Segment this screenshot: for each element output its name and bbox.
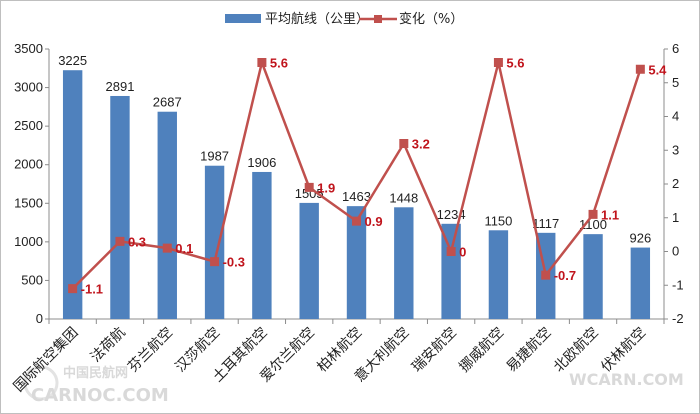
line-marker [68, 284, 78, 294]
line-value-label: -1.1 [81, 282, 103, 297]
watermark-carnoc-en: CARNOC.COM [31, 385, 169, 406]
right-tick-label: 0 [672, 244, 679, 259]
category-labels: 国际航空集团 法荷航芬兰航空汉莎航空土耳其航空爱尔兰航空柏林航空意大利航空瑞安航空… [10, 319, 665, 395]
line-value-label: 5.6 [270, 56, 288, 71]
line-value-label: 1.1 [601, 207, 619, 222]
bar [630, 247, 651, 319]
right-tick-label: -2 [672, 311, 684, 326]
line-value-label: -0.3 [223, 255, 245, 270]
line-value-label: -0.7 [554, 268, 576, 283]
line-value-label: 0.9 [365, 214, 383, 229]
right-tick-label: 4 [672, 109, 679, 124]
bar-value-label: 1463 [342, 189, 371, 204]
line-value-label: 0.1 [175, 241, 193, 256]
line-marker [352, 216, 361, 226]
bar-value-label: 1448 [389, 190, 418, 205]
line-marker [588, 209, 598, 219]
line-marker [446, 247, 456, 256]
left-tick-label: 3000 [14, 80, 43, 95]
line-value-label: 5.4 [648, 62, 667, 77]
category-label: 瑞安航空 [409, 325, 460, 376]
right-tick-label: 1 [672, 210, 679, 225]
legend: 平均航线（公里） 变化（%） [225, 11, 463, 27]
line-marker [257, 58, 267, 67]
right-tick-label: 6 [672, 41, 679, 56]
line-marker [115, 236, 125, 246]
right-tick-label: 2 [672, 176, 679, 191]
left-tick-label: 500 [21, 272, 43, 287]
bar [441, 223, 461, 319]
category-label: 柏林航空 [314, 325, 365, 376]
bar [110, 95, 130, 319]
right-tick-label: 5 [672, 75, 679, 90]
bar-value-label: 1987 [200, 149, 229, 164]
right-tick-label: -1 [672, 277, 684, 292]
bar-series [62, 70, 651, 320]
line-value-label: 3.2 [412, 137, 430, 152]
bar-value-label: 1117 [532, 216, 559, 231]
bar-value-label: 2687 [153, 95, 182, 110]
category-label: 汉莎航空 [172, 325, 223, 376]
left-tick-label: 0 [36, 311, 43, 326]
category-label: 伏林航空 [598, 325, 649, 376]
legend-line-label: 变化（%） [399, 11, 463, 27]
left-tick-label: 1000 [14, 234, 43, 249]
bar [62, 70, 83, 319]
watermark-wcarn-text: WCARN.COM [569, 370, 684, 389]
bar [488, 230, 509, 319]
bar-value-label: 1150 [484, 213, 512, 228]
bar [583, 234, 603, 319]
watermark-wcarn: WCARN.COM [569, 370, 684, 389]
watermark-carnoc-cn: 中国民航网 [63, 365, 128, 381]
line-value-label: 1.9 [317, 180, 335, 195]
line-marker [304, 182, 314, 192]
watermark-carnoc: 中国民航网 CARNOC.COM [23, 365, 169, 406]
bar [252, 171, 272, 319]
category-label: 北欧航空 [551, 325, 602, 376]
bar [346, 206, 367, 319]
line-series [68, 58, 645, 294]
legend-line-marker [374, 15, 382, 23]
bar [157, 111, 177, 320]
line-marker [541, 270, 551, 280]
legend-bar-label: 平均航线（公里） [265, 11, 369, 27]
line-value-label: 5.6 [506, 56, 524, 71]
bar-value-label: 1505 [295, 186, 324, 201]
category-label: 挪威航空 [456, 325, 507, 376]
bar [299, 202, 319, 319]
line-value-label: 0 [459, 245, 466, 260]
line-marker [493, 58, 503, 67]
bar-value-label: 1100 [579, 217, 607, 232]
category-label: 易捷航空 [504, 325, 555, 376]
bar-value-label: 2891 [106, 79, 135, 94]
bar-value-label: 926 [629, 231, 651, 246]
watermark-carnoc-icon [23, 365, 59, 401]
bar [394, 207, 414, 319]
right-tick-label: 3 [672, 142, 679, 157]
left-tick-label: 3500 [14, 41, 43, 56]
bar-value-label: 3225 [58, 53, 87, 68]
category-label: 法荷航 [88, 325, 129, 366]
line-marker [399, 139, 409, 148]
right-axis-ticks: -2 -1 0 1 2 3 4 5 6 [664, 41, 684, 326]
line-marker [210, 257, 220, 267]
line-data-labels: -1.1 0.3 0.1 -0.3 5.6 1.9 0.9 3.2 0 5.6 -0.7 1.1 5.4 [81, 56, 668, 297]
left-tick-label: 2500 [14, 118, 43, 133]
bar [204, 165, 225, 319]
line-value-label: 0.3 [128, 234, 146, 249]
left-tick-label: 2000 [14, 157, 43, 172]
category-label: 芬兰航空 [125, 325, 176, 376]
line-marker [635, 64, 645, 74]
left-axis-ticks: 0 500 1000 1500 2000 2500 3000 3500 [14, 41, 49, 326]
legend-bar-swatch [225, 14, 261, 23]
bar-value-label: 1906 [247, 155, 276, 170]
left-tick-label: 1500 [14, 195, 43, 210]
line-marker [162, 243, 172, 253]
